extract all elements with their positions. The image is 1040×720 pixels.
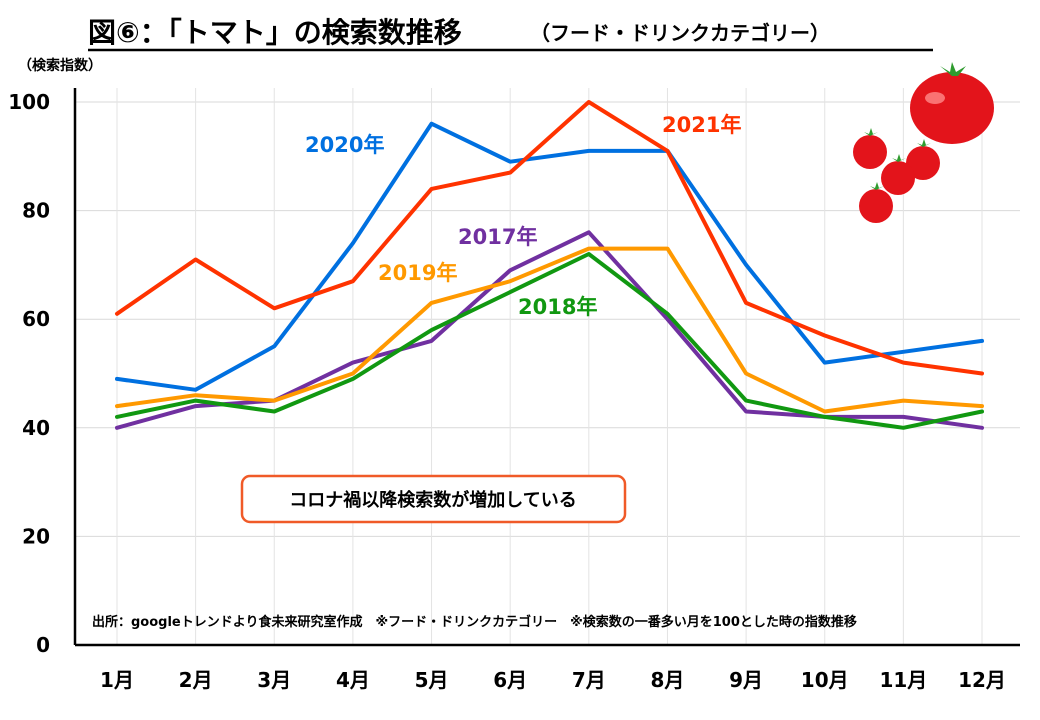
y-tick-label: 80 (22, 199, 50, 223)
series-line-2020 (115, 121, 984, 392)
y-axis-label: （検索指数） (18, 57, 102, 74)
series-label-2017: 2017年 (458, 225, 537, 249)
callout-box (240, 474, 627, 524)
cherry-tomato-icon (859, 182, 893, 223)
cherry-tomato-icon (881, 154, 915, 195)
x-tick-label: 11月 (879, 668, 927, 692)
x-tick-label: 3月 (257, 668, 291, 692)
callout-text: コロナ禍以降検索数が増加している (289, 489, 576, 511)
series-line-2019 (115, 246, 984, 414)
x-tick-label: 1月 (100, 668, 134, 692)
y-tick-label: 100 (8, 90, 50, 114)
series-label-2020: 2020年 (305, 133, 384, 157)
axes (73, 88, 1020, 647)
x-tick-label: 7月 (572, 668, 606, 692)
series-lines (115, 100, 984, 430)
x-tick-labels: 1月 2月 3月 4月 5月 6月 7月 8月 9月 10月 11月 12月 (100, 668, 1006, 692)
x-tick-label: 10月 (801, 668, 849, 692)
source-note: 出所：googleトレンドより食未来研究室作成 ※フード・ドリンクカテゴリー ※… (92, 614, 857, 630)
x-tick-label: 8月 (650, 668, 684, 692)
x-tick-label: 5月 (415, 668, 449, 692)
cherry-tomato-icon (853, 128, 887, 169)
x-tick-label: 9月 (729, 668, 763, 692)
y-tick-label: 60 (22, 307, 50, 331)
x-tick-label: 4月 (336, 668, 370, 692)
y-tick-label: 20 (22, 524, 50, 548)
x-tick-label: 12月 (958, 668, 1006, 692)
chart-subtitle: （フード・ドリンクカテゴリー） (530, 21, 830, 45)
series-label-2021: 2021年 (662, 113, 741, 137)
grid-lines (75, 88, 1020, 645)
series-label-2019: 2019年 (378, 261, 457, 285)
series-line-2018 (115, 252, 984, 430)
y-tick-label: 40 (22, 416, 50, 440)
y-tick-labels: 0 20 40 60 80 100 (8, 90, 50, 657)
series-line-2021 (115, 100, 984, 376)
cherry-tomato-icon (906, 139, 940, 180)
x-tick-label: 2月 (179, 668, 213, 692)
y-tick-label: 0 (36, 633, 50, 657)
tomatoes-illustration (853, 62, 994, 223)
x-tick-label: 6月 (493, 668, 527, 692)
large-tomato-icon (910, 62, 994, 144)
chart-title: 図⑥：「トマト」の検索数推移 (88, 16, 462, 49)
series-label-2018: 2018年 (518, 295, 597, 319)
